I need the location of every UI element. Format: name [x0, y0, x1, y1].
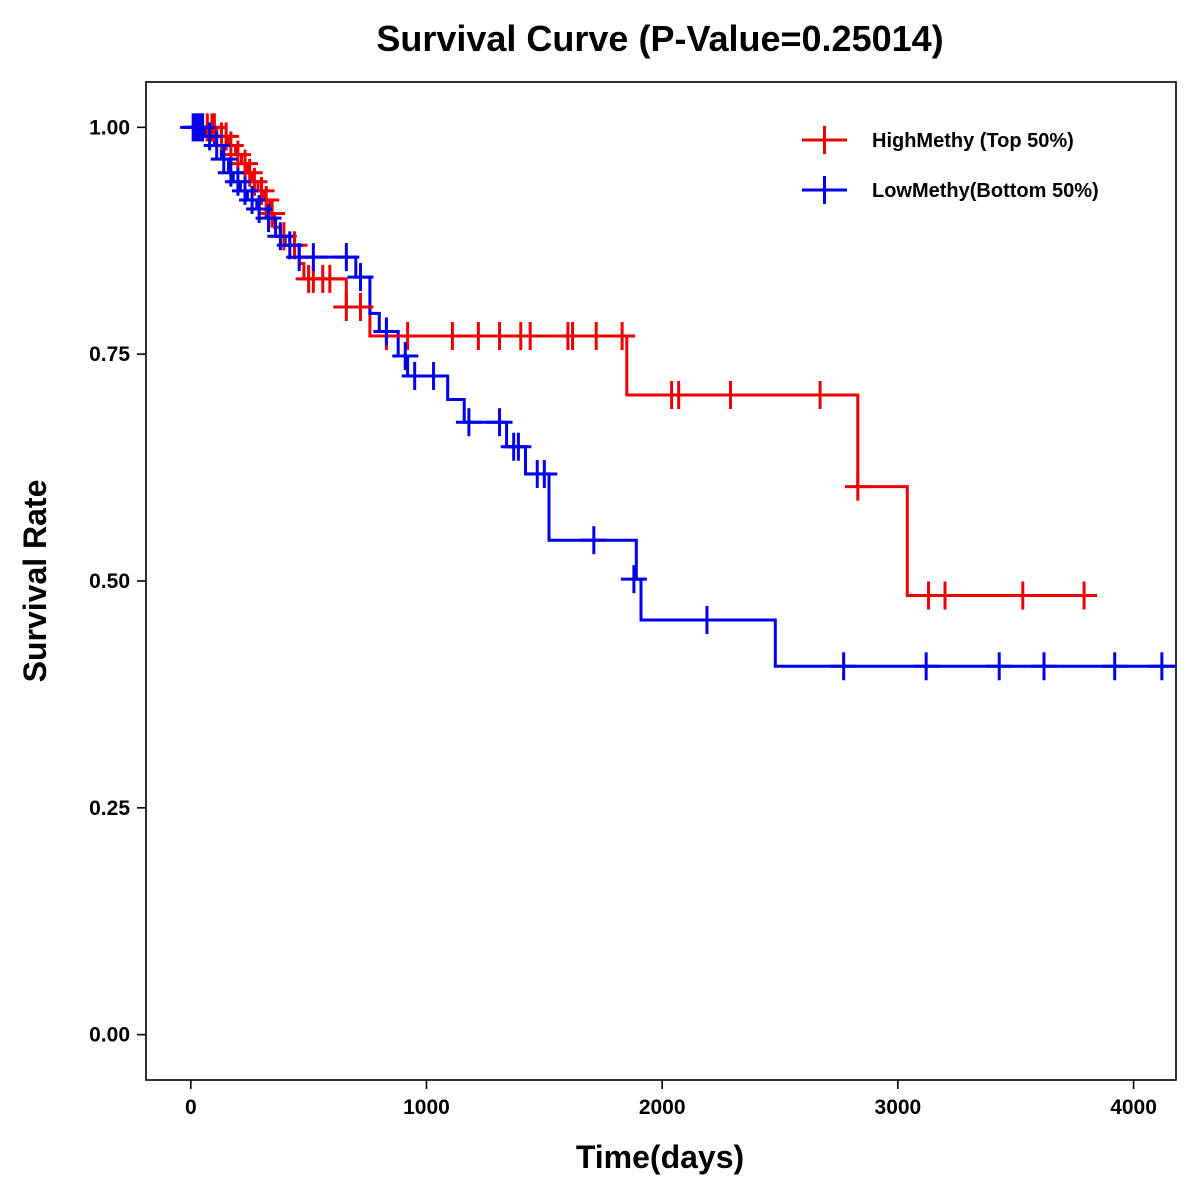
censor-mark: [531, 459, 558, 488]
censor-mark: [583, 322, 610, 351]
censor-marks: [180, 113, 1175, 681]
censor-mark: [255, 204, 282, 233]
censor-mark: [486, 408, 513, 437]
censor-mark: [373, 317, 400, 346]
censor-mark: [665, 381, 692, 410]
censor-mark: [932, 581, 959, 610]
censor-mark: [580, 526, 607, 555]
censor-mark: [394, 322, 421, 351]
censor-mark: [300, 243, 327, 272]
censor-mark: [844, 472, 871, 501]
censor-mark: [347, 263, 374, 292]
y-tick-label: 0.00: [89, 1024, 130, 1047]
y-tick-label: 0.50: [89, 570, 130, 593]
censor-mark: [316, 264, 343, 293]
y-axis-label: Survival Rate: [17, 480, 53, 683]
x-axis-label: Time(days): [576, 1139, 744, 1175]
censor-mark: [986, 652, 1013, 681]
x-axis: 0 1000 2000 3000 4000: [185, 1080, 1157, 1119]
censor-mark: [559, 322, 586, 351]
censor-mark: [1009, 581, 1036, 610]
legend-label-high-methy: HighMethy (Top 50%): [872, 130, 1074, 152]
censor-mark: [420, 361, 447, 390]
x-tick-label: 3000: [875, 1096, 922, 1119]
legend-label-low-methy: LowMethy(Bottom 50%): [872, 180, 1099, 202]
censor-mark: [1148, 652, 1175, 681]
legend: HighMethy (Top 50%) LowMethy(Bottom 50%): [802, 126, 1099, 204]
censor-mark: [807, 381, 834, 410]
y-tick-label: 0.75: [89, 343, 130, 366]
censor-mark: [392, 341, 419, 370]
censor-mark: [505, 432, 532, 461]
y-axis: 0.00 0.25 0.50 0.75 1.00: [89, 116, 146, 1047]
legend-item-low-methy: LowMethy(Bottom 50%): [802, 176, 1099, 204]
y-tick-label: 1.00: [89, 116, 130, 139]
censor-mark: [455, 408, 482, 437]
y-tick-label: 0.25: [89, 797, 130, 820]
censor-mark: [210, 145, 237, 174]
censor-mark: [439, 322, 466, 351]
censor-mark: [1101, 652, 1128, 681]
censor-mark: [913, 652, 940, 681]
x-tick-label: 4000: [1110, 1096, 1157, 1119]
censor-mark: [259, 199, 286, 228]
censor-mark: [517, 322, 544, 351]
chart-title: Survival Curve (P-Value=0.25014): [376, 18, 943, 59]
x-tick-label: 1000: [403, 1096, 450, 1119]
censor-mark: [620, 565, 647, 594]
censor-mark: [333, 243, 360, 272]
x-tick-label: 0: [185, 1096, 197, 1119]
censor-mark: [830, 652, 857, 681]
censor-mark: [717, 381, 744, 410]
legend-item-high-methy: HighMethy (Top 50%): [802, 126, 1074, 154]
censor-mark: [693, 606, 720, 635]
censor-mark: [347, 293, 374, 322]
censor-mark: [203, 131, 230, 160]
censor-mark: [1071, 581, 1098, 610]
x-tick-label: 2000: [639, 1096, 686, 1119]
censor-mark: [1031, 652, 1058, 681]
censor-mark: [609, 322, 636, 351]
